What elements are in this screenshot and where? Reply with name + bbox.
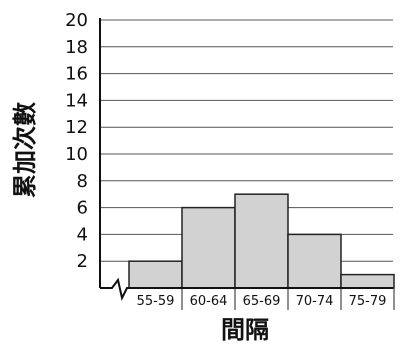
x-category-label: 60-64 — [190, 294, 228, 309]
bar-60-64 — [181, 206, 236, 289]
x-axis-line — [100, 277, 393, 301]
y-axis-title: 累加次數 — [11, 102, 39, 198]
bar-70-74 — [287, 233, 342, 289]
y-tick-label: 2 — [77, 251, 88, 272]
x-category-label: 70-74 — [296, 294, 334, 309]
bars-group — [128, 193, 395, 289]
x-category-label: 75-79 — [349, 294, 387, 309]
y-tick-label: 8 — [77, 171, 88, 192]
y-tick-label: 20 — [65, 10, 88, 31]
x-axis-title: 間隔 — [221, 316, 269, 344]
y-tick-label: 6 — [77, 198, 88, 219]
bar-55-59 — [128, 260, 183, 289]
bar-75-79 — [340, 273, 395, 289]
x-category-labels: 55-59 60-64 65-69 70-74 75-79 — [137, 288, 395, 310]
grid-lines — [100, 19, 393, 262]
y-tick-label: 16 — [65, 64, 88, 85]
y-tick-labels: 2 4 6 8 10 12 14 16 18 20 — [65, 10, 88, 272]
y-tick-label: 12 — [65, 117, 88, 138]
y-tick-label: 18 — [65, 37, 88, 58]
y-tick-label: 4 — [77, 224, 88, 245]
bar-65-69 — [234, 193, 289, 289]
x-category-label: 65-69 — [243, 294, 281, 309]
y-tick-label: 14 — [65, 90, 88, 111]
y-tick-label: 10 — [65, 144, 88, 165]
x-category-label: 55-59 — [137, 294, 175, 309]
